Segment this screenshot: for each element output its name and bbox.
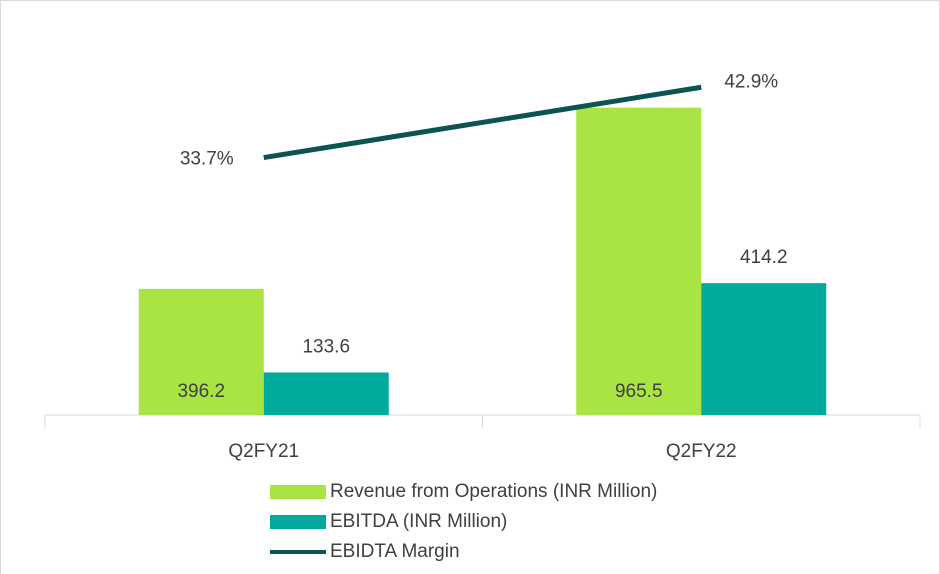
data-label: 133.6 <box>302 336 350 357</box>
data-label: 33.7% <box>180 149 234 170</box>
x-tick-label: Q2FY22 <box>666 441 737 462</box>
x-tick-label: Q2FY21 <box>228 441 299 462</box>
legend-label: EBIDTA Margin <box>330 541 460 562</box>
data-label: 396.2 <box>177 381 225 402</box>
line <box>263 84 702 161</box>
data-label: 414.2 <box>740 247 788 268</box>
legend-swatch <box>270 485 326 499</box>
legend-label: Revenue from Operations (INR Million) <box>330 481 657 502</box>
data-label: 42.9% <box>724 71 778 92</box>
bar <box>701 283 827 415</box>
legend-swatch <box>270 515 326 529</box>
data-label: 965.5 <box>615 381 663 402</box>
bar <box>263 372 389 415</box>
legend-label: EBITDA (INR Million) <box>330 511 507 532</box>
bar <box>576 107 702 415</box>
bar <box>138 288 264 415</box>
